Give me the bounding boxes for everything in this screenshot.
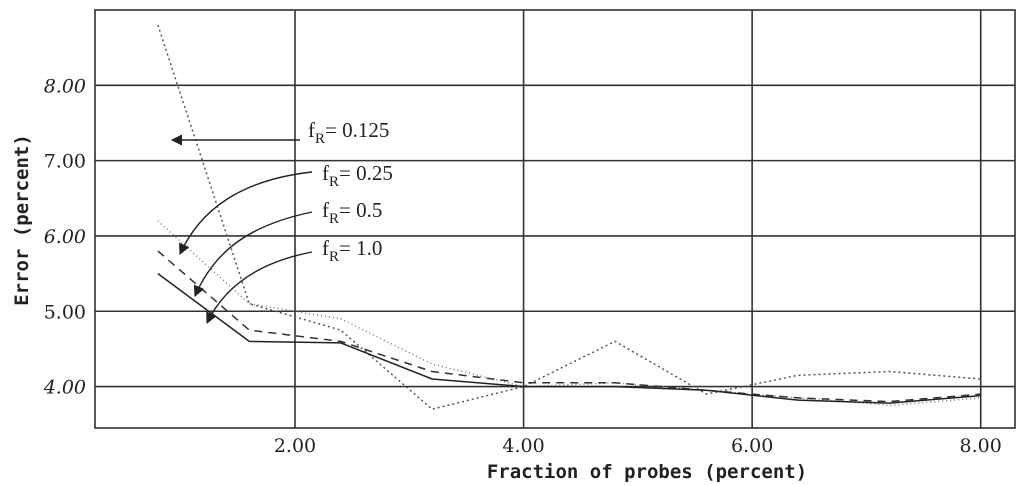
y-tick-label: 5.00	[44, 301, 86, 323]
y-tick-label: 8.00	[44, 75, 86, 97]
y-axis-title: Error (percent)	[11, 134, 33, 306]
x-tick-label: 4.00	[502, 435, 544, 457]
grid	[95, 10, 1015, 428]
x-tick-label: 6.00	[731, 435, 773, 457]
annotations: fR= 0.125 fR= 0.25 fR= 0.5 fR= 1.0	[170, 118, 393, 325]
series-label: fR= 0.5	[322, 198, 382, 227]
x-tick-label: 2.00	[274, 435, 316, 457]
series-line	[157, 24, 981, 411]
x-tick-label: 8.00	[960, 435, 1002, 457]
series-group	[157, 24, 981, 411]
x-axis-title: Fraction of probes (percent)	[487, 461, 807, 483]
y-tick-label: 6.00	[44, 226, 86, 248]
plot-area	[94, 9, 1016, 429]
tick-labels: 4.00 5.00 6.00 7.00 8.00 2.00 4.00 6.00 8.00	[43, 75, 1002, 457]
annotation-arrow	[179, 171, 313, 256]
y-tick-label: 4.00	[43, 377, 86, 399]
series-line	[157, 272, 981, 404]
series-label: fR= 1.0	[322, 236, 382, 265]
series-label: fR= 0.25	[322, 161, 393, 190]
annotation-arrow	[206, 251, 313, 325]
series-label: fR= 0.125	[308, 118, 389, 147]
y-tick-label: 7.00	[44, 151, 86, 173]
annotation-arrow	[193, 211, 313, 298]
